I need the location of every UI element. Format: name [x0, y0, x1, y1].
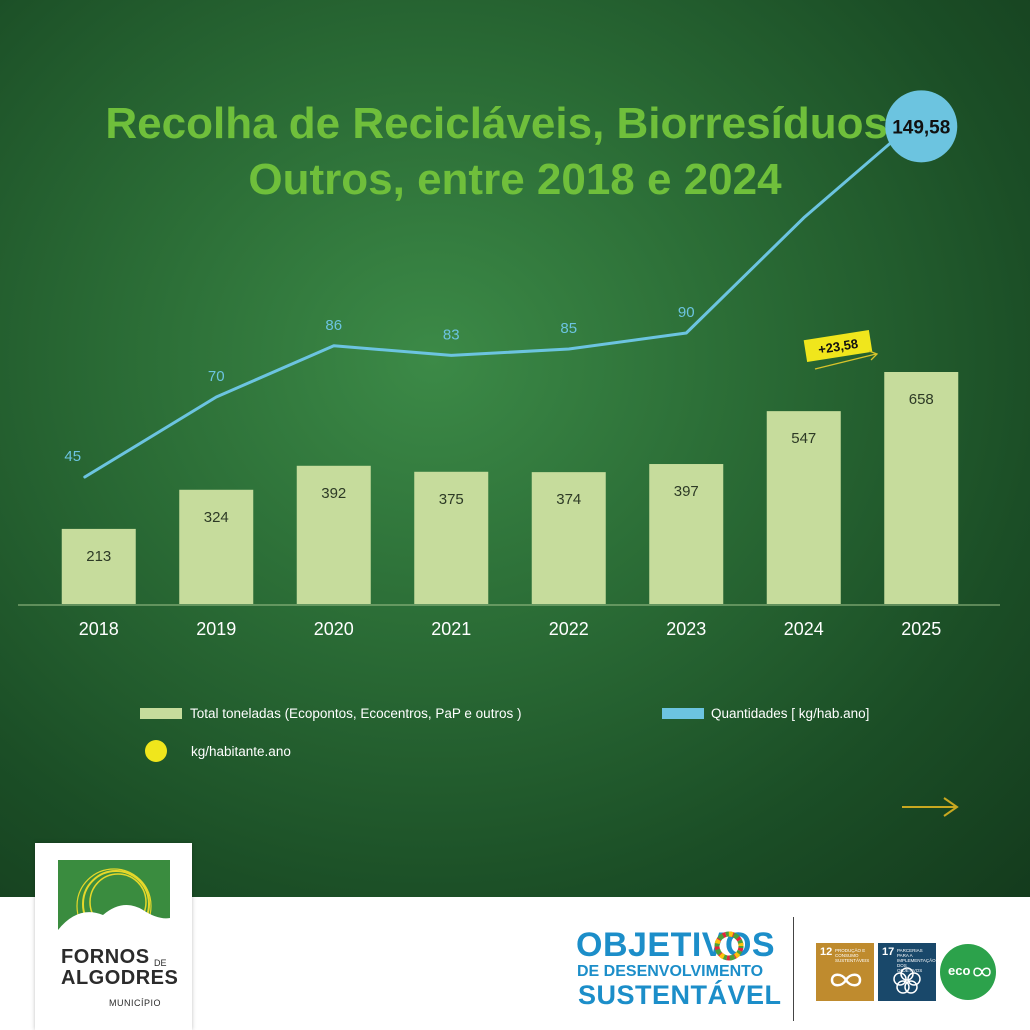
bar: [884, 372, 959, 604]
logo-de: DE: [154, 958, 167, 968]
eco-infinity-icon: [973, 967, 991, 977]
x-tick-label: 2025: [901, 619, 941, 639]
sun-mountain-icon: [58, 860, 170, 948]
bar-value-label: 324: [204, 509, 229, 526]
bar-value-label: 374: [556, 491, 581, 508]
increase-badge-label: +23,58: [817, 336, 859, 357]
footer-divider: [793, 917, 794, 1021]
bar: [61, 528, 136, 604]
legend-swatches: [140, 708, 959, 817]
highlight-circle: [885, 90, 958, 163]
x-tick-label: 2021: [431, 619, 471, 639]
bar: [649, 464, 724, 604]
logo-municipio: MUNICÍPIO: [109, 998, 162, 1008]
legend-bars-label: Total toneladas (Ecopontos, Ecocentros, …: [190, 706, 522, 721]
increase-badge: +23,58: [803, 329, 873, 363]
x-tick-label: 2023: [666, 619, 706, 639]
line-value-label: 90: [678, 304, 695, 321]
bar: [531, 472, 606, 604]
legend-line-swatch: [662, 708, 704, 719]
increase-arrow-head-icon: [868, 350, 879, 361]
ods-title-line-1: OBJETIVOS: [576, 926, 776, 964]
bar-value-label: 658: [909, 391, 934, 408]
series-line: [83, 140, 893, 479]
bar-value-label: 213: [86, 548, 111, 565]
x-tick-label: 2024: [784, 619, 824, 639]
infinity-icon: [830, 973, 862, 987]
sdg-17-text: PARCERIAS PARA A IMPLEMENTAÇÃO DOS OBJET…: [897, 948, 936, 973]
highlight-value-label: 149,58: [892, 117, 950, 138]
increase-badge-box: [803, 329, 873, 363]
x-tick-label: 2022: [549, 619, 589, 639]
bar: [179, 489, 254, 604]
partnership-flower-icon: [893, 967, 921, 994]
x-tick-label: 2020: [314, 619, 354, 639]
logo-name-line-2: ALGODRES: [61, 967, 179, 989]
bar-value-label: 375: [439, 491, 464, 508]
line-value-label: 86: [325, 317, 342, 334]
line-value-label: 70: [208, 368, 225, 385]
ods-title-line-3: SUSTENTÁVEL: [578, 980, 782, 1010]
arrow-right-icon: [902, 797, 959, 817]
eco-text: eco: [948, 963, 971, 978]
sdg-17-tile: 17 PARCERIAS PARA A IMPLEMENTAÇÃO DOS OB…: [878, 943, 936, 1001]
legend-dot-label: kg/habitante.ano: [191, 744, 291, 759]
x-tick-label: 2019: [196, 619, 236, 639]
eco-logo: eco: [940, 944, 996, 1000]
legend-line-label: Quantidades [ kg/hab.ano]: [711, 706, 870, 721]
line-value-label: 45: [64, 448, 81, 465]
sdg-17-number: 17: [882, 946, 895, 958]
sdg-12-tile: 12 PRODUÇÃO E CONSUMO SUSTENTÁVEIS: [816, 943, 874, 1001]
municipality-logo: FORNOS DE ALGODRES MUNICÍPIO: [35, 843, 192, 1030]
sdg-wheel-icon: [714, 931, 744, 961]
bar-value-label: 397: [674, 483, 699, 500]
title-line-2: Outros, entre 2018 e 2024: [248, 155, 782, 204]
x-tick-label: 2018: [79, 619, 119, 639]
legend-dot-swatch: [145, 740, 167, 762]
bar-value-label: 392: [321, 485, 346, 502]
line-value-label: 83: [443, 326, 460, 343]
line-value-label: 85: [560, 320, 577, 337]
bar: [766, 411, 841, 604]
page-title: Recolha de Recicláveis, Biorresíduos e O…: [0, 96, 1030, 208]
title-line-1: Recolha de Recicláveis, Biorresíduos e: [105, 99, 925, 148]
bar-value-label: 547: [791, 430, 816, 447]
sdg-12-number: 12: [820, 946, 833, 958]
increase-arrow-icon: [814, 353, 877, 370]
ods-title-line-2: DE DESENVOLVIMENTO: [577, 963, 764, 980]
logo-name-line-1: FORNOS: [61, 946, 150, 968]
bar: [414, 471, 489, 604]
legend-bar-swatch: [140, 708, 182, 719]
bar: [296, 465, 371, 604]
sdg-12-text: PRODUÇÃO E CONSUMO SUSTENTÁVEIS: [835, 948, 870, 963]
chart: 213 2018 324 2019 392 2020 375 2021 374 2022 397 20…: [18, 90, 1000, 639]
chalkboard-background: [0, 0, 1030, 897]
